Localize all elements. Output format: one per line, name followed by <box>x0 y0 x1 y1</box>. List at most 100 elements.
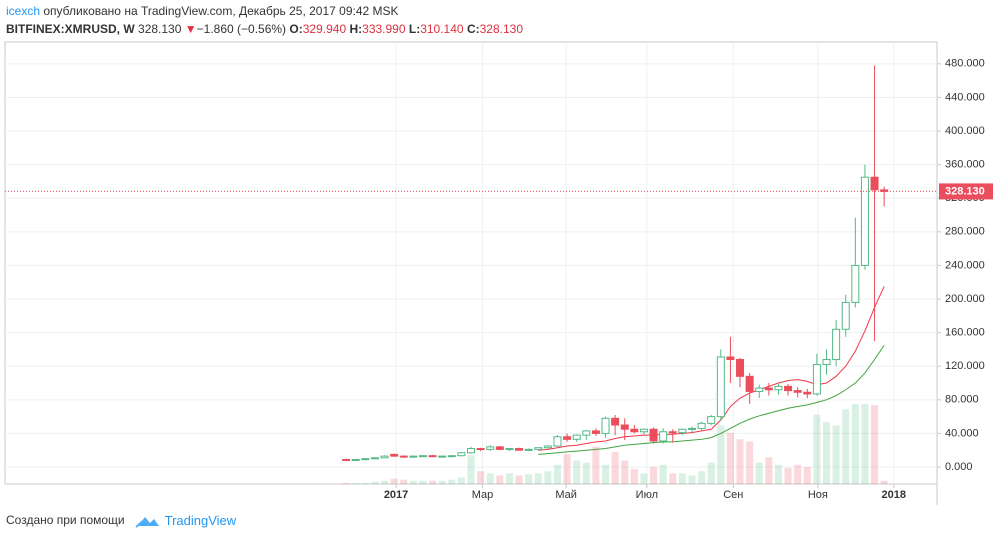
brand[interactable]: TradingView <box>164 512 237 528</box>
candle-body <box>447 455 456 458</box>
plot-frame <box>4 41 938 485</box>
volume-bar <box>409 480 417 484</box>
symbol: BITFINEX:XMRUSD, W <box>6 22 135 36</box>
candle-body <box>409 455 418 458</box>
volume-bar <box>525 474 533 484</box>
volume-bar <box>842 409 850 484</box>
candle-body <box>438 455 447 458</box>
x-tick-label: Ноя <box>808 489 828 501</box>
candle-body <box>524 448 533 451</box>
candle-body <box>418 455 427 458</box>
open: 329.940 <box>302 22 347 36</box>
volume-bar <box>736 439 744 484</box>
volume-bar <box>813 414 821 484</box>
volume-bar <box>563 454 571 484</box>
candle-body <box>553 436 562 447</box>
candle-body <box>668 431 677 434</box>
volume-bar <box>573 460 581 484</box>
candle-body <box>495 446 504 450</box>
candle-body <box>476 448 485 451</box>
candle-body <box>716 356 725 418</box>
volume-bar <box>429 480 437 484</box>
candle-body <box>399 455 408 458</box>
volume-bar <box>505 473 513 484</box>
candle-body <box>342 458 351 461</box>
volume-bar <box>544 471 552 484</box>
candle-body <box>582 430 591 436</box>
candle-body <box>860 176 869 266</box>
x-tick-label: Мар <box>472 489 494 501</box>
volume-bar <box>448 479 456 484</box>
candle-body <box>764 387 773 391</box>
candle-body <box>572 434 581 440</box>
y-tick-label: 280.000 <box>945 226 985 238</box>
volume-bar <box>477 471 485 484</box>
candle-body <box>659 431 668 442</box>
candle-body <box>851 264 860 303</box>
y-tick-label: 240.000 <box>945 259 985 271</box>
y-tick-label: 40.000 <box>945 427 979 439</box>
volume-bar <box>717 425 725 484</box>
candle-body <box>687 427 696 430</box>
volume-bar <box>630 469 638 484</box>
x-tick-label: Июл <box>636 489 658 501</box>
candle-body <box>649 428 658 442</box>
volume-bar <box>765 457 773 484</box>
candle-body <box>591 430 600 434</box>
candle-body <box>534 447 543 450</box>
volume-bar <box>534 473 542 484</box>
volume-bar <box>467 455 475 484</box>
candle-body <box>630 428 639 433</box>
volume-bar <box>352 482 360 484</box>
volume-bar <box>678 473 686 484</box>
volume-bar <box>880 480 888 484</box>
volume-bar <box>832 425 840 484</box>
x-tick-label: Май <box>555 489 577 501</box>
candle-body <box>611 417 620 426</box>
candle-body <box>678 428 687 434</box>
candle-body <box>784 385 793 392</box>
high: 333.990 <box>362 22 406 36</box>
candle-body <box>467 448 475 454</box>
published: опубликовано на TradingView.com, Декабрь… <box>43 4 399 18</box>
candle-body <box>870 176 879 191</box>
candle-body <box>726 356 735 361</box>
volume-bar <box>419 480 427 484</box>
volume-bar <box>582 462 590 484</box>
candle-body <box>793 390 802 393</box>
candle-body <box>380 455 389 459</box>
volume-bar <box>515 475 523 484</box>
volume-bar <box>371 481 379 484</box>
close: 328.130 <box>479 22 523 36</box>
volume-bar <box>438 480 446 484</box>
volume-bar <box>621 460 629 484</box>
candle-body <box>822 359 831 366</box>
footer-text: Создано при помощи <box>6 513 125 527</box>
volume-bar <box>669 473 677 484</box>
candle-body <box>390 453 399 457</box>
y-tick-label: 160.000 <box>945 327 985 339</box>
price: 328.130 <box>138 22 182 36</box>
volume-bar <box>400 479 408 484</box>
volume-bar <box>784 468 792 484</box>
candle-body <box>639 428 648 433</box>
candle-body <box>745 375 754 392</box>
moving-average <box>538 286 885 451</box>
volume-bar <box>361 482 369 484</box>
candle-body <box>736 359 745 377</box>
volume-bar <box>823 422 831 484</box>
volume-bar <box>871 405 879 484</box>
volume-bar <box>746 441 754 484</box>
volume-bar <box>640 473 648 484</box>
author[interactable]: icexch <box>6 4 41 18</box>
x-tick-label: 2018 <box>882 489 906 501</box>
volume-bar <box>457 477 465 484</box>
volume-bar <box>611 452 619 484</box>
candle-body <box>803 391 812 395</box>
volume-bar <box>602 464 610 484</box>
x-tick-label: Сен <box>723 489 743 501</box>
volume-bar <box>496 475 504 484</box>
low: 310.140 <box>420 22 464 36</box>
volume-bar <box>650 466 658 484</box>
